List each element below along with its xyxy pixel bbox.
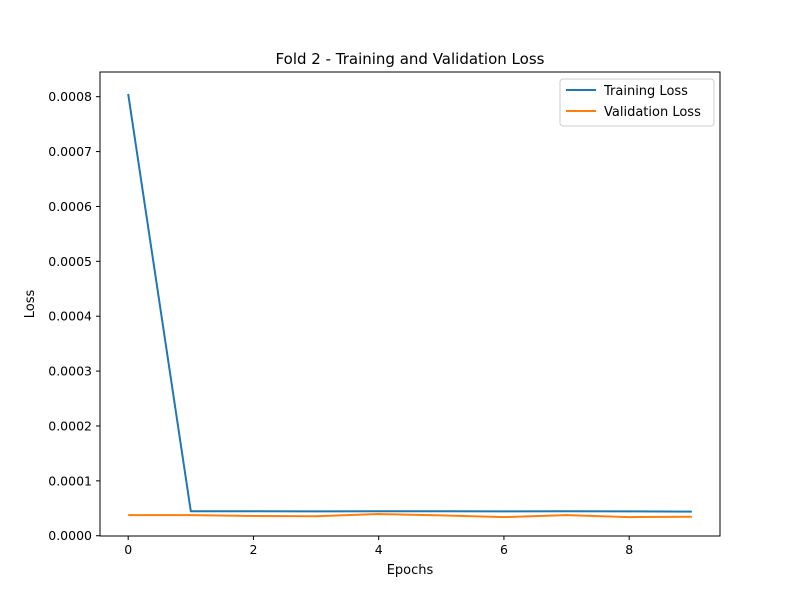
y-axis-label: Loss xyxy=(23,290,38,319)
x-tick-label: 0 xyxy=(124,542,132,557)
series-line-training-loss xyxy=(127,93,692,513)
y-tick-label: 0.0001 xyxy=(48,473,92,488)
legend: Training Loss Validation Loss xyxy=(559,78,715,127)
y-axis-ticks: 0.0000 0.0001 0.0002 0.0003 0.0004 0.0005 0.00… xyxy=(48,89,100,543)
y-tick-label: 0.0002 xyxy=(48,418,92,433)
y-tick-label: 0.0008 xyxy=(48,89,92,104)
axes-frame xyxy=(99,71,721,537)
y-tick-label: 0.0004 xyxy=(48,309,92,324)
legend-label-validation-loss: Validation Loss xyxy=(604,105,701,120)
legend-label-training-loss: Training Loss xyxy=(603,84,688,99)
y-tick-label: 0.0007 xyxy=(48,144,92,159)
y-tick-label: 0.0006 xyxy=(48,199,92,214)
legend-box xyxy=(559,78,715,127)
x-tick-label: 8 xyxy=(625,542,633,557)
x-tick-label: 4 xyxy=(375,542,383,557)
series-lines xyxy=(127,93,692,519)
y-tick-label: 0.0003 xyxy=(48,364,92,379)
x-axis-ticks: 0 2 4 6 8 xyxy=(124,536,633,557)
plot-area xyxy=(99,71,721,537)
series-line-validation-loss xyxy=(128,513,692,519)
x-tick-label: 2 xyxy=(249,542,257,557)
x-axis-label: Epochs xyxy=(387,563,434,578)
y-tick-label: 0.0005 xyxy=(48,254,92,269)
chart-title: Fold 2 - Training and Validation Loss xyxy=(276,50,545,68)
y-tick-label: 0.0000 xyxy=(48,528,92,543)
x-tick-label: 6 xyxy=(500,542,508,557)
